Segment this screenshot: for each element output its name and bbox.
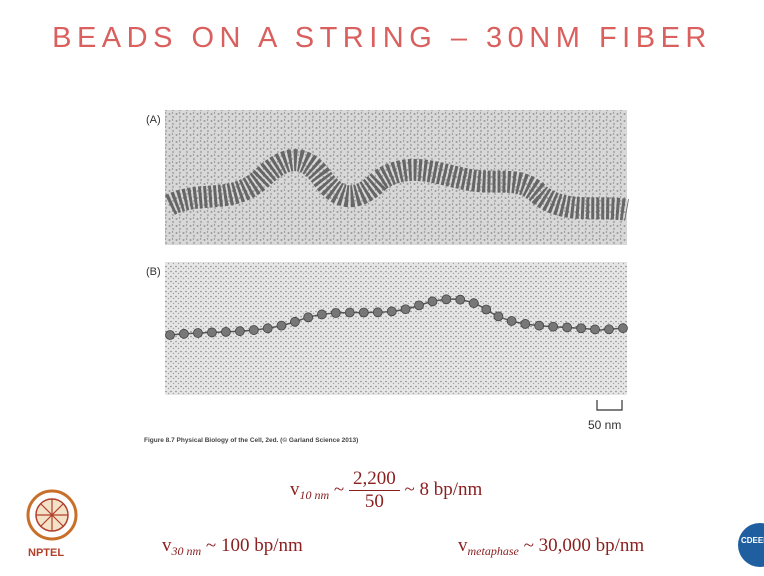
result: ~ 8 bp/nm <box>404 478 483 500</box>
nucleosome-bead <box>316 309 327 320</box>
nucleosome-bead <box>427 296 438 307</box>
slide-title: BEADS ON A STRING – 30NM FIBER <box>52 22 712 54</box>
result: ~ 100 bp/nm <box>205 535 303 556</box>
nucleosome-bead <box>481 304 492 315</box>
nucleosome-bead <box>520 319 531 329</box>
nucleosome-bead <box>548 321 559 332</box>
subscript: metaphase <box>467 544 519 558</box>
nucleosome-bead <box>262 323 273 334</box>
nucleosome-bead <box>400 304 411 315</box>
nucleosome-bead <box>455 294 466 305</box>
symbol: v <box>290 478 300 500</box>
fiber <box>165 149 629 221</box>
nucleosome-bead <box>441 294 452 305</box>
figure-caption: Figure 8.7 Physical Biology of the Cell,… <box>144 437 359 444</box>
result: ~ 30,000 bp/nm <box>523 535 645 556</box>
denominator: 50 <box>364 491 384 512</box>
nucleosome-bead <box>234 326 245 337</box>
nptel-emblem <box>26 489 78 541</box>
nucleosome-bead <box>303 312 314 323</box>
equation: v10 nm ~ 2,200 50 ~ 8 bp/nm <box>290 468 482 513</box>
fraction: 2,200 50 <box>348 468 400 513</box>
nucleosome-bead <box>576 323 586 334</box>
logo-text: NPTEL <box>28 547 65 559</box>
nucleosome-bead <box>506 316 517 326</box>
scale-bar <box>596 400 623 411</box>
bead-string <box>165 294 628 340</box>
symbol: v <box>162 535 172 556</box>
nucleosome-bead <box>468 298 479 309</box>
nucleosome-bead <box>165 330 175 340</box>
nucleosome-bead <box>179 328 189 339</box>
equation: v30 nm ~ 100 bp/nm <box>162 535 303 558</box>
nucleosome-bead <box>493 311 504 322</box>
equation: vmetaphase ~ 30,000 bp/nm <box>458 535 645 558</box>
nucleosome-bead <box>344 307 355 318</box>
nucleosome-bead <box>604 324 614 335</box>
nucleosome-bead <box>590 324 600 335</box>
nucleosome-bead <box>221 326 231 337</box>
nucleosome-bead <box>414 300 424 311</box>
nucleosome-bead <box>290 316 300 327</box>
nucleosome-bead <box>386 306 397 317</box>
numerator: 2,200 <box>348 468 400 491</box>
nucleosome-bead <box>330 308 341 318</box>
sign: ~ <box>333 478 345 500</box>
cdeep-emblem <box>738 523 764 567</box>
nucleosome-bead <box>248 325 259 335</box>
nucleosome-bead <box>207 327 217 338</box>
subscript: 30 nm <box>171 544 202 558</box>
nucleosome-bead <box>276 320 287 331</box>
nucleosome-bead <box>193 328 203 338</box>
nucleosome-bead <box>618 323 628 334</box>
scale-label: 50 nm <box>588 418 622 432</box>
subscript: 10 nm <box>299 487 330 502</box>
panel-label: (B) <box>146 266 161 278</box>
nucleosome-bead <box>358 307 369 318</box>
symbol: v <box>458 535 468 556</box>
nucleosome-bead <box>534 320 545 331</box>
panel-label: (A) <box>146 114 161 126</box>
logo-text: CDEEP <box>741 536 764 545</box>
nucleosome-bead <box>372 307 383 318</box>
nucleosome-bead <box>562 322 573 333</box>
